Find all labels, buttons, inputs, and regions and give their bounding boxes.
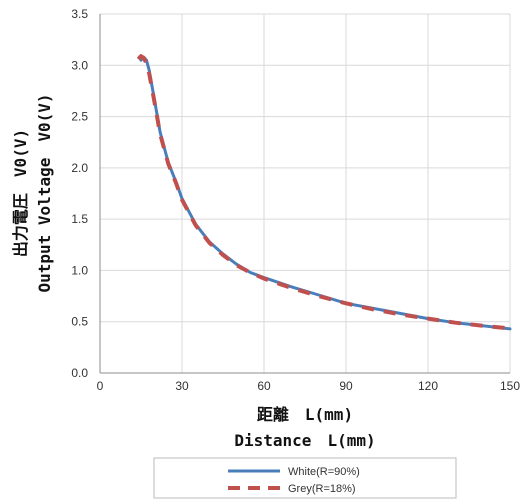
x-tick-label: 30 — [175, 379, 189, 393]
tick-labels: 0 30 60 90 120 150 0.0 0.5 1.0 1.5 2.0 2.5 3.0 3.5 — [71, 7, 520, 393]
series-layer — [136, 54, 512, 331]
x-tick-label: 60 — [257, 379, 271, 393]
y-tick-label: 3.0 — [71, 58, 88, 72]
x-axis-title-jp: 距離 L(mm) — [257, 405, 353, 424]
x-tick-label: 150 — [500, 379, 520, 393]
y-tick-label: 1.0 — [71, 263, 88, 277]
y-tick-label: 0.0 — [71, 366, 88, 380]
legend-box — [153, 457, 457, 499]
plot-area — [100, 14, 510, 373]
x-tick-label: 120 — [418, 379, 438, 393]
y-tick-label: 3.5 — [71, 7, 88, 21]
y-axis-title-jp: 出力電圧 V0(V) — [11, 129, 30, 257]
x-tick-label: 0 — [97, 379, 104, 393]
axes — [99, 14, 510, 374]
series-line-1 — [136, 54, 505, 330]
y-tick-label: 2.5 — [71, 110, 88, 124]
legend-label-white: White(R=90%) — [288, 466, 360, 478]
x-tick-label: 90 — [339, 379, 353, 393]
y-tick-label: 1.5 — [71, 212, 88, 226]
x-axis-title-en: Distance L(mm) — [234, 431, 375, 450]
y-tick-label: 2.0 — [71, 161, 88, 175]
y-axis-title-en: Output Voltage V0(V) — [35, 93, 54, 292]
legend-label-grey: Grey(R=18%) — [288, 483, 356, 495]
legend: White(R=90%) Grey(R=18%) — [153, 457, 457, 499]
y-tick-label: 0.5 — [71, 315, 88, 329]
